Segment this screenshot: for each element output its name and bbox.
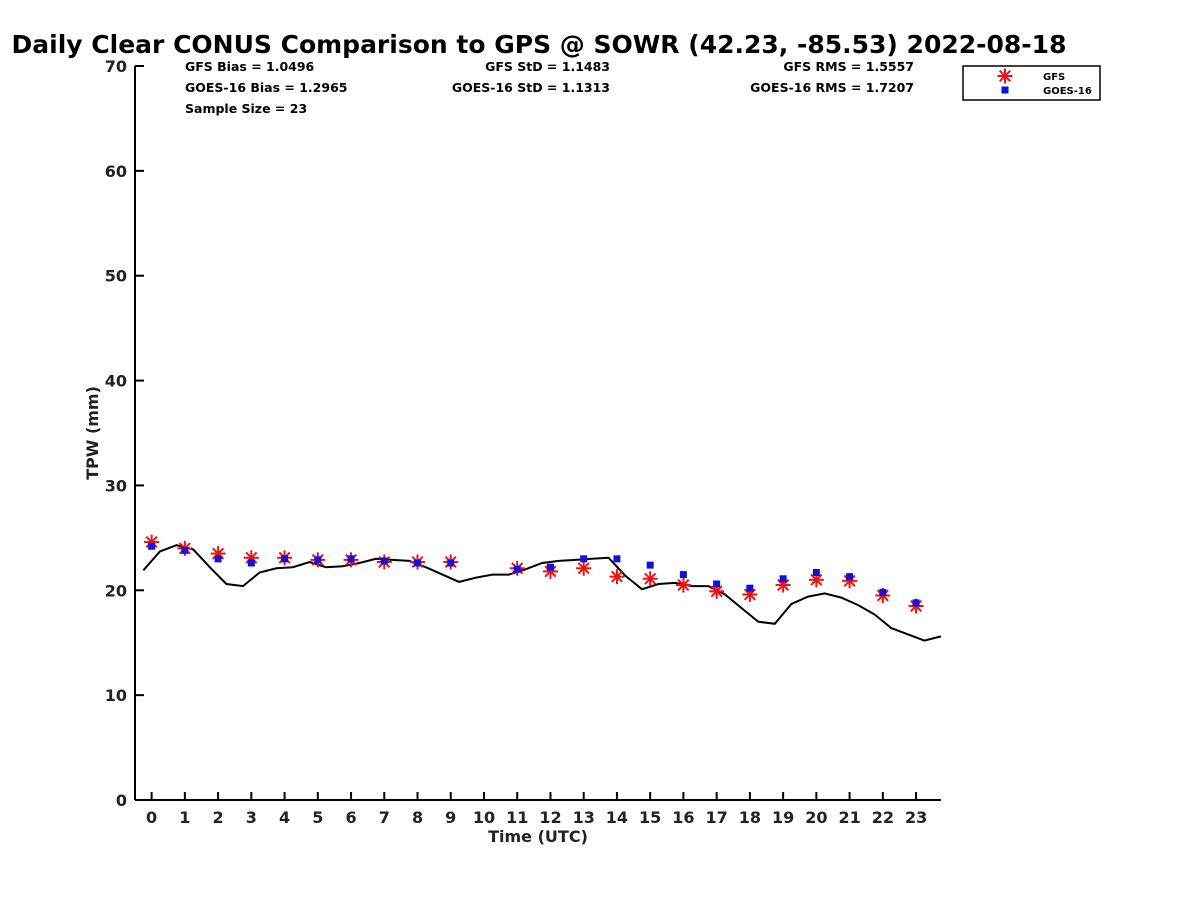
y-tick-label: 20 — [105, 581, 127, 600]
gfs-point — [609, 569, 625, 585]
legend-goes16-label: GOES-16 — [1043, 86, 1092, 97]
goes16-point — [613, 555, 621, 563]
goes16-point — [879, 588, 887, 596]
legend-gfs-label: GFS — [1043, 72, 1065, 83]
x-tick-label: 13 — [573, 808, 595, 827]
goes16-point — [148, 542, 156, 550]
x-tick-label: 19 — [772, 808, 794, 827]
goes16-point — [646, 561, 654, 569]
y-tick-label: 0 — [116, 791, 127, 810]
x-tick-label: 10 — [473, 808, 495, 827]
legend-goes16-marker — [1001, 86, 1009, 94]
x-tick-label: 9 — [445, 808, 456, 827]
x-tick-label: 12 — [539, 808, 561, 827]
x-tick-label: 16 — [672, 808, 694, 827]
x-tick-label: 1 — [179, 808, 190, 827]
goes16-point — [513, 565, 521, 573]
legend: GFS GOES-16 — [962, 65, 1101, 101]
goes16-point — [580, 555, 588, 563]
goes16-point — [812, 568, 820, 576]
stat-gfs-rms: GFS RMS = 1.5557 — [783, 59, 914, 74]
goes16-point — [214, 555, 222, 563]
goes16-point — [713, 580, 721, 588]
goes16-point — [314, 556, 322, 564]
gfs-point — [576, 560, 592, 576]
goes16-point — [414, 559, 422, 567]
x-tick-label: 6 — [345, 808, 356, 827]
goes16-point — [546, 563, 554, 571]
goes16-point — [746, 584, 754, 592]
stat-goes-std: GOES-16 StD = 1.1313 — [452, 80, 610, 95]
goes16-point — [247, 559, 255, 567]
x-tick-label: 4 — [279, 808, 290, 827]
x-tick-label: 18 — [739, 808, 761, 827]
x-tick-label: 22 — [872, 808, 894, 827]
x-tick-label: 20 — [805, 808, 827, 827]
x-tick-label: 15 — [639, 808, 661, 827]
x-tick-label: 14 — [606, 808, 628, 827]
gfs-series — [144, 534, 924, 614]
goes16-point — [380, 557, 388, 565]
goes16-point — [679, 571, 687, 579]
legend-box — [962, 65, 1101, 101]
legend-goes16-square — [1001, 86, 1009, 94]
x-axis-label: Time (UTC) — [488, 827, 588, 846]
stat-goes-rms: GOES-16 RMS = 1.7207 — [750, 80, 914, 95]
goes16-point — [181, 546, 189, 554]
y-tick-label: 70 — [105, 57, 127, 76]
x-tick-label: 11 — [506, 808, 528, 827]
x-tick-label: 8 — [412, 808, 423, 827]
x-tick-label: 3 — [246, 808, 257, 827]
goes16-point — [846, 573, 854, 581]
y-tick-label: 30 — [105, 476, 127, 495]
x-tick-label: 0 — [146, 808, 157, 827]
x-tick-label: 17 — [706, 808, 728, 827]
legend-gfs-asterisk — [997, 68, 1013, 84]
x-tick-label: 23 — [905, 808, 927, 827]
gps-series — [142, 544, 942, 642]
gfs-point — [675, 577, 691, 593]
x-tick-label: 5 — [312, 808, 323, 827]
legend-gfs-marker — [997, 68, 1013, 84]
goes16-point — [447, 559, 455, 567]
goes16-point — [281, 555, 289, 563]
gfs-point — [642, 571, 658, 587]
goes16-point — [779, 575, 787, 583]
chart-title: Daily Clear CONUS Comparison to GPS @ SO… — [11, 30, 1067, 59]
x-tick-label: 21 — [838, 808, 860, 827]
stat-gfs-bias: GFS Bias = 1.0496 — [185, 59, 315, 74]
stat-sample-size: Sample Size = 23 — [185, 101, 307, 116]
goes16-series — [148, 542, 920, 607]
stat-goes-bias: GOES-16 Bias = 1.2965 — [185, 80, 347, 95]
y-tick-label: 50 — [105, 267, 127, 286]
gfs-point — [709, 583, 725, 599]
gfs-point — [742, 586, 758, 602]
y-tick-label: 10 — [105, 686, 127, 705]
y-tick-label: 60 — [105, 162, 127, 181]
gps-line — [142, 544, 942, 642]
stat-gfs-std: GFS StD = 1.1483 — [485, 59, 610, 74]
x-tick-label: 7 — [379, 808, 390, 827]
x-tick-label: 2 — [213, 808, 224, 827]
y-axis-label: TPW (mm) — [83, 386, 102, 480]
goes16-point — [912, 599, 920, 607]
gfs-point — [243, 550, 259, 566]
goes16-point — [347, 555, 355, 563]
y-tick-label: 40 — [105, 372, 127, 391]
